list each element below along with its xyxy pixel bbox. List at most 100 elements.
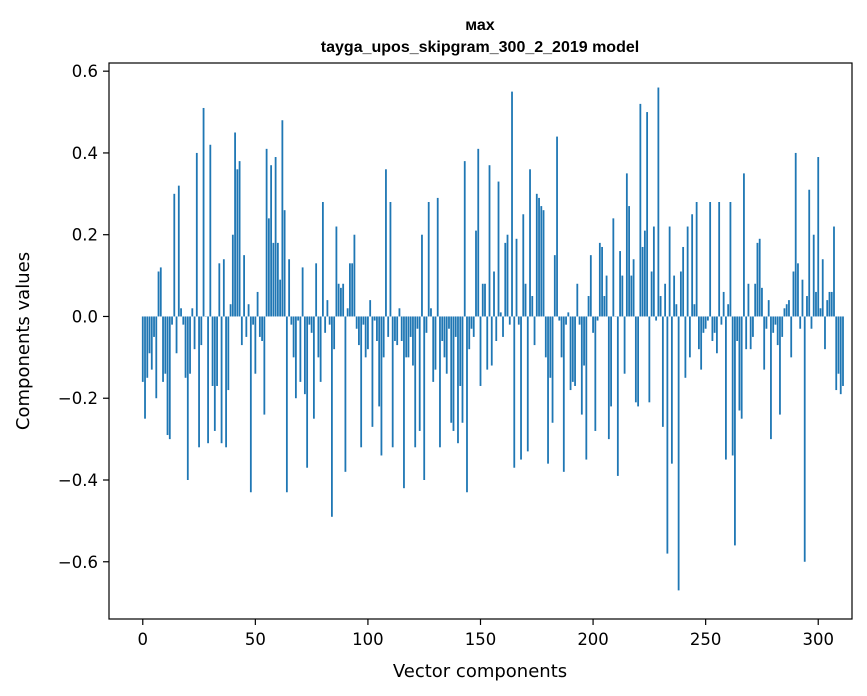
bar — [362, 316, 365, 325]
bar — [643, 230, 646, 317]
bar — [394, 316, 396, 341]
bar — [716, 316, 718, 354]
bar — [594, 316, 597, 431]
bar — [385, 169, 387, 317]
bar — [389, 202, 392, 317]
bar — [472, 316, 475, 337]
bar — [718, 202, 721, 317]
bar — [803, 316, 806, 562]
bar — [772, 316, 775, 333]
bar — [346, 308, 349, 317]
bar — [781, 316, 784, 337]
bar — [529, 169, 531, 317]
bar — [180, 308, 182, 317]
bar — [758, 238, 761, 317]
bar — [168, 316, 171, 440]
bar — [776, 316, 779, 346]
bar — [175, 316, 178, 354]
bar — [506, 234, 509, 317]
bar — [272, 242, 275, 317]
bar — [625, 173, 628, 317]
bar — [294, 316, 297, 399]
bar — [344, 316, 347, 472]
bar — [144, 316, 146, 419]
y-axis-ticks: −0.6 −0.4 −0.2 0.0 0.2 0.4 0.6 — [58, 62, 109, 572]
bar — [522, 214, 525, 317]
bar — [589, 255, 592, 317]
bar — [533, 316, 536, 346]
x-tick-label: 250 — [690, 630, 722, 649]
bar — [526, 316, 529, 452]
bar — [484, 283, 486, 317]
bar — [502, 316, 504, 337]
bar — [310, 316, 313, 333]
bar — [391, 316, 394, 448]
bar — [245, 316, 248, 337]
bar — [610, 316, 612, 407]
bar — [792, 271, 795, 317]
bar — [623, 316, 626, 374]
bar — [211, 316, 214, 386]
bar — [292, 316, 295, 358]
bar — [720, 316, 723, 325]
bar — [698, 316, 700, 350]
bar — [418, 316, 421, 431]
bar — [783, 308, 786, 317]
bar — [150, 316, 153, 370]
bar — [481, 283, 484, 317]
y-tick-label: −0.2 — [58, 389, 98, 408]
bar — [632, 259, 635, 317]
bar — [842, 316, 844, 386]
bar — [835, 316, 838, 391]
bar — [416, 316, 419, 329]
bar — [297, 316, 300, 321]
bar — [405, 316, 408, 358]
bar — [630, 275, 633, 317]
bar — [209, 144, 212, 317]
bar — [641, 246, 644, 317]
bar — [560, 316, 563, 358]
bar — [186, 316, 189, 480]
bar — [607, 316, 610, 440]
bar — [495, 316, 498, 341]
chart-title-line2: tayga_upos_skipgram_300_2_2019 model — [321, 39, 639, 56]
bar — [193, 316, 196, 350]
bar — [736, 316, 739, 341]
bar — [605, 275, 608, 317]
bar — [675, 304, 678, 317]
bar — [666, 316, 669, 554]
bar — [727, 304, 730, 317]
bar — [425, 316, 428, 333]
bar — [283, 210, 286, 317]
bar — [801, 279, 804, 317]
bar — [324, 316, 327, 333]
bar — [146, 316, 149, 378]
bar — [661, 316, 664, 427]
y-tick-label: 0.2 — [72, 226, 98, 245]
bar — [531, 296, 534, 317]
bar — [490, 316, 493, 366]
bar — [216, 316, 218, 386]
bar — [412, 316, 414, 366]
chart-title-line1: мах — [465, 17, 495, 34]
bar — [463, 161, 466, 317]
bar — [670, 316, 673, 464]
bar — [682, 246, 685, 317]
bar — [236, 169, 239, 317]
bar — [538, 197, 540, 317]
bar — [621, 275, 624, 317]
y-tick-label: 0.0 — [72, 307, 98, 326]
bar — [668, 226, 671, 317]
x-tick-label: 50 — [245, 630, 266, 649]
bar — [369, 300, 372, 317]
bar — [265, 148, 268, 317]
bar — [763, 316, 766, 370]
bar — [754, 283, 757, 317]
bar — [243, 255, 245, 317]
bar — [326, 300, 329, 317]
bar — [162, 316, 164, 382]
bar — [353, 234, 356, 317]
bar — [308, 316, 311, 325]
bar — [234, 132, 236, 317]
